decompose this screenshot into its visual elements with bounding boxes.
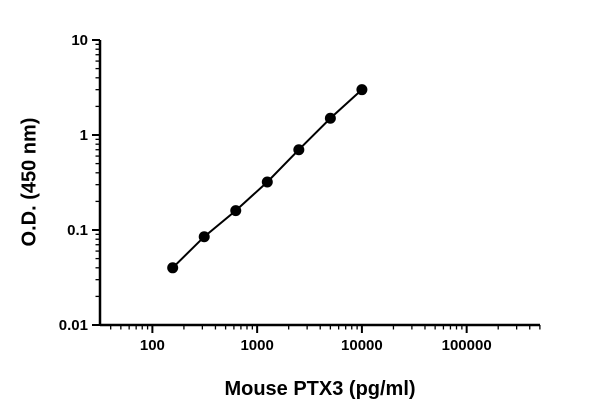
data-point-marker	[261, 176, 273, 188]
x-tick-label: 10000	[341, 337, 383, 354]
data-point-marker	[293, 144, 305, 156]
y-tick-label: 1	[80, 127, 88, 144]
data-point-marker	[356, 84, 368, 96]
data-point-marker	[230, 205, 242, 217]
data-point-marker	[167, 262, 179, 274]
x-tick-label: 100	[140, 337, 165, 354]
data-point-marker	[198, 231, 210, 243]
y-tick-label: 0.1	[67, 222, 88, 239]
data-point-marker	[324, 112, 336, 124]
y-tick-label: 0.01	[59, 317, 88, 334]
x-tick-label: 1000	[240, 337, 273, 354]
y-tick-label: 10	[71, 32, 88, 49]
x-tick-label: 100000	[442, 337, 492, 354]
y-axis-title: O.D. (450 nm)	[18, 117, 41, 247]
x-axis-title: Mouse PTX3 (pg/ml)	[224, 378, 416, 400]
